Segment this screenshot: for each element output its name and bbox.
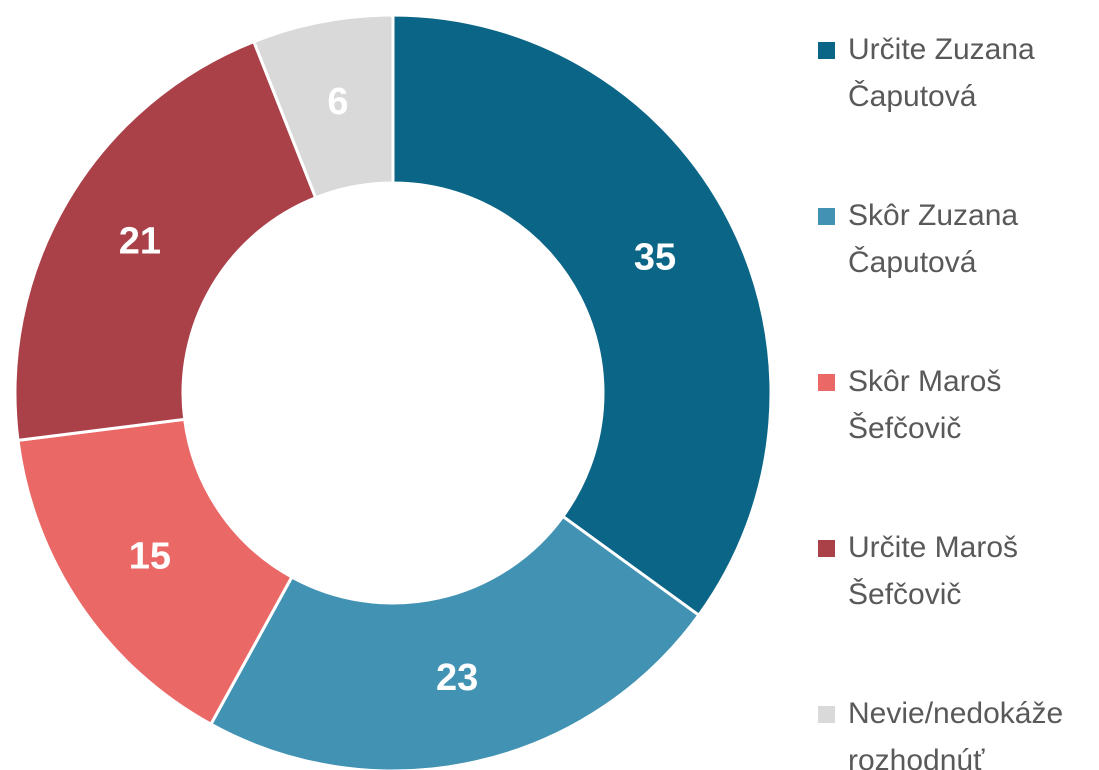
data-label: 6 bbox=[327, 81, 348, 123]
legend-swatch bbox=[818, 208, 835, 225]
legend-swatch bbox=[818, 374, 835, 391]
legend-swatch bbox=[818, 540, 835, 557]
legend-label: Skôr Zuzana Čaputová bbox=[848, 199, 1019, 279]
slice bbox=[208, 514, 701, 770]
legend-item: Skôr Maroš Šefčovič bbox=[818, 358, 1088, 452]
legend-item: Určite Maroš Šefčovič bbox=[818, 524, 1088, 618]
data-label: 35 bbox=[634, 237, 676, 279]
data-label: 23 bbox=[436, 657, 478, 699]
legend-item: Skôr Zuzana Čaputová bbox=[818, 192, 1088, 286]
legend-swatch bbox=[818, 706, 835, 723]
legend-label: Určite Maroš Šefčovič bbox=[848, 531, 1019, 611]
data-label: 15 bbox=[129, 535, 171, 577]
legend-label: Nevie/nedokáže rozhodnúť bbox=[848, 697, 1064, 770]
slice bbox=[251, 13, 395, 200]
legend-item: Nevie/nedokáže rozhodnúť bbox=[818, 690, 1088, 770]
legend-label: Určite Zuzana Čaputová bbox=[848, 33, 1035, 113]
legend-item: Určite Zuzana Čaputová bbox=[818, 26, 1088, 120]
legend-swatch bbox=[818, 42, 835, 59]
slice bbox=[16, 417, 294, 727]
data-label: 21 bbox=[119, 220, 161, 262]
legend-label: Skôr Maroš Šefčovič bbox=[848, 365, 1002, 445]
slice bbox=[391, 13, 773, 618]
slice bbox=[13, 39, 318, 443]
